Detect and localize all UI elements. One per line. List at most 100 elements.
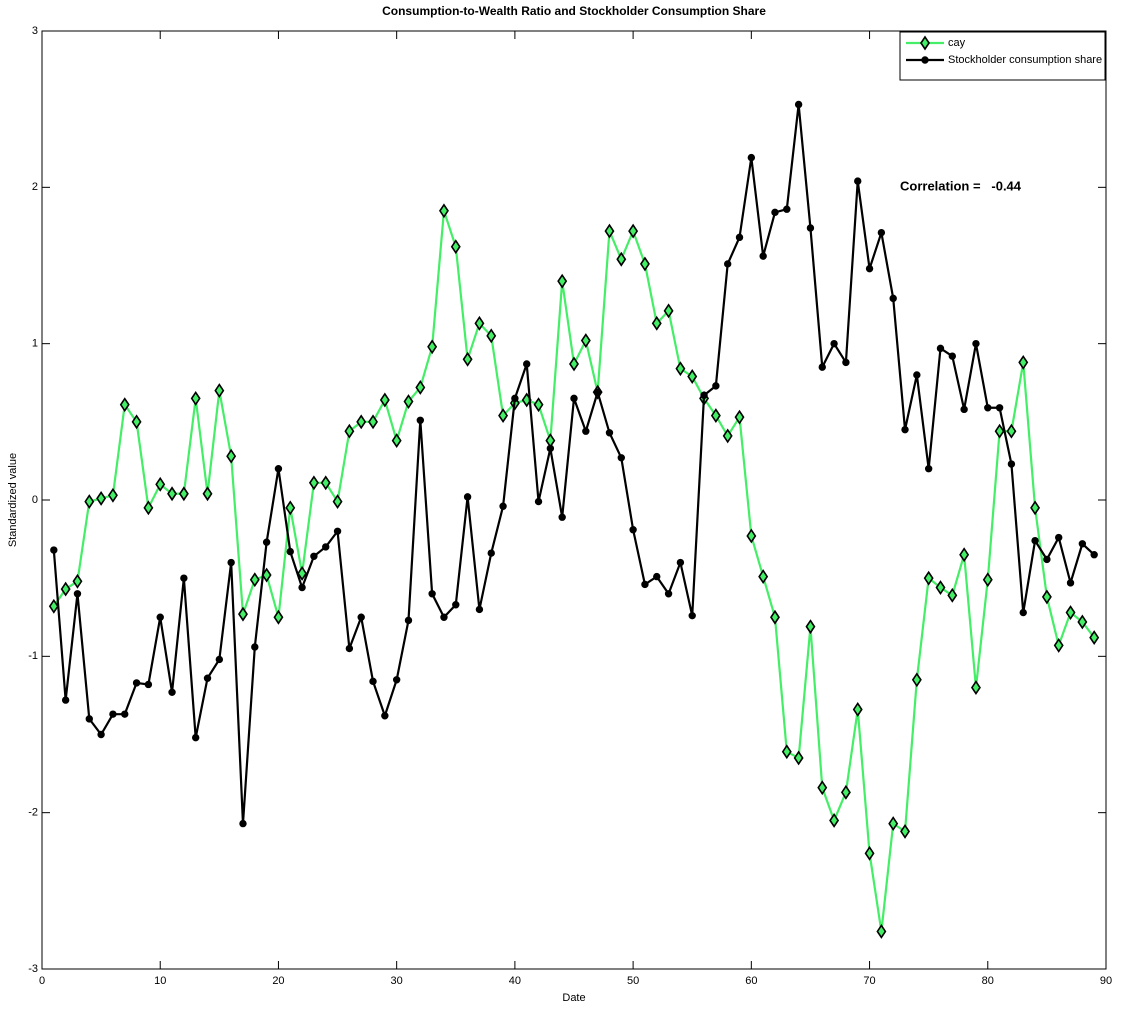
data-point: [416, 416, 425, 424]
data-point: [676, 558, 685, 567]
data-point: [333, 527, 342, 535]
data-point: [840, 784, 851, 800]
data-point: [558, 513, 566, 521]
data-point: [995, 404, 1004, 412]
data-point: [1077, 614, 1088, 630]
data-point: [970, 680, 981, 696]
data-point: [486, 328, 497, 344]
data-point: [557, 273, 568, 289]
x-tick-label: 50: [627, 975, 639, 987]
data-point: [356, 414, 367, 430]
data-point: [415, 379, 426, 395]
data-point: [675, 361, 686, 377]
data-point: [262, 538, 271, 546]
data-point: [463, 493, 472, 501]
data-point: [285, 500, 296, 516]
data-point: [1055, 533, 1063, 542]
data-point: [877, 228, 886, 237]
data-point: [308, 475, 319, 491]
data-point: [653, 572, 661, 581]
data-point: [972, 339, 980, 348]
data-point: [1041, 589, 1052, 605]
data-point: [818, 363, 826, 371]
data-point: [688, 611, 696, 620]
data-point: [251, 643, 259, 651]
y-tick-label: 0: [32, 494, 38, 506]
data-point: [73, 590, 82, 598]
y-tick-label: -3: [28, 963, 38, 975]
data-point: [936, 344, 945, 353]
data-point: [1043, 555, 1051, 564]
data-point: [712, 382, 720, 390]
data-point: [392, 676, 401, 684]
data-point: [664, 590, 673, 598]
data-point: [511, 394, 519, 403]
data-point: [155, 476, 166, 492]
data-point: [403, 394, 414, 409]
data-point: [758, 569, 769, 585]
data-point: [475, 605, 484, 614]
data-point: [1007, 460, 1016, 468]
x-axis-label: Date: [562, 992, 585, 1004]
data-point: [913, 371, 921, 379]
data-point: [947, 587, 958, 603]
data-point: [829, 813, 840, 828]
data-point: [935, 580, 946, 595]
data-point: [960, 405, 968, 414]
data-point: [783, 205, 791, 213]
data-point: [50, 546, 58, 554]
data-point: [121, 710, 129, 718]
y-tick-label: 1: [32, 338, 38, 350]
data-point: [499, 502, 507, 510]
data-point: [1053, 637, 1064, 653]
data-point: [379, 392, 390, 408]
x-tick-label: 0: [39, 975, 45, 987]
data-point: [710, 408, 721, 424]
data-point: [982, 572, 993, 588]
data-point: [746, 528, 757, 544]
data-point: [1019, 608, 1027, 617]
data-point: [438, 203, 449, 219]
data-point: [227, 558, 235, 567]
data-point: [582, 427, 590, 435]
legend-marker: [920, 35, 930, 51]
data-point: [901, 425, 909, 434]
data-point: [440, 613, 448, 621]
data-point: [984, 404, 992, 412]
data-point: [994, 423, 1005, 439]
data-point: [793, 750, 804, 766]
data-point: [628, 223, 639, 239]
data-point: [344, 423, 355, 439]
data-point: [651, 315, 662, 331]
data-point: [487, 549, 495, 557]
data-point: [854, 177, 862, 185]
data-point: [391, 433, 402, 449]
data-point: [747, 153, 756, 162]
data-point: [452, 601, 460, 609]
data-point: [191, 733, 200, 742]
data-point: [948, 352, 957, 360]
data-point: [700, 391, 708, 399]
legend-label: cay: [948, 37, 966, 49]
data-point: [723, 260, 732, 268]
data-point: [131, 414, 142, 430]
data-point: [369, 677, 377, 686]
data-point: [368, 414, 378, 430]
data-point: [1006, 423, 1017, 439]
data-point: [629, 526, 637, 534]
data-point: [143, 500, 154, 516]
x-tick-label: 80: [982, 975, 994, 987]
data-point: [72, 573, 83, 589]
data-point: [959, 547, 970, 563]
data-point: [332, 494, 343, 510]
data-point: [911, 672, 922, 688]
data-point: [1065, 605, 1076, 621]
data-point: [215, 655, 224, 664]
data-point: [1031, 536, 1039, 545]
data-point: [109, 710, 117, 718]
data-point: [96, 490, 107, 506]
data-point: [580, 333, 591, 348]
data-point: [842, 358, 850, 367]
data-point: [734, 409, 745, 425]
